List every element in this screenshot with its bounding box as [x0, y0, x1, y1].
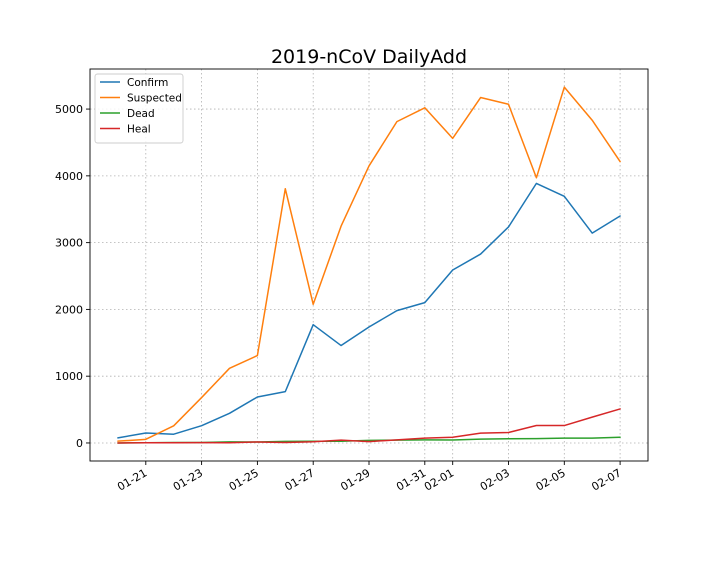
y-tick-label: 3000 [55, 237, 83, 250]
y-tick-label: 1000 [55, 370, 83, 383]
y-tick-label: 5000 [55, 103, 83, 116]
legend-label: Heal [127, 124, 151, 136]
y-tick-label: 4000 [55, 170, 83, 183]
series-line-confirm [117, 182, 621, 439]
y-tick-label: 2000 [55, 303, 83, 316]
legend-label: Confirm [127, 77, 168, 89]
legend-label: Dead [127, 108, 155, 120]
grid [90, 69, 648, 461]
series-line-suspected [117, 86, 621, 442]
legend-box [94, 73, 184, 144]
y-tick-label: 0 [76, 437, 83, 450]
legend-label: Suspected [127, 93, 182, 105]
series-line-heal [117, 408, 621, 444]
series-lines [117, 86, 621, 444]
chart-title: 2019-nCoV DailyAdd [271, 46, 467, 68]
legend: Confirm Suspected Dead Heal [94, 73, 184, 144]
